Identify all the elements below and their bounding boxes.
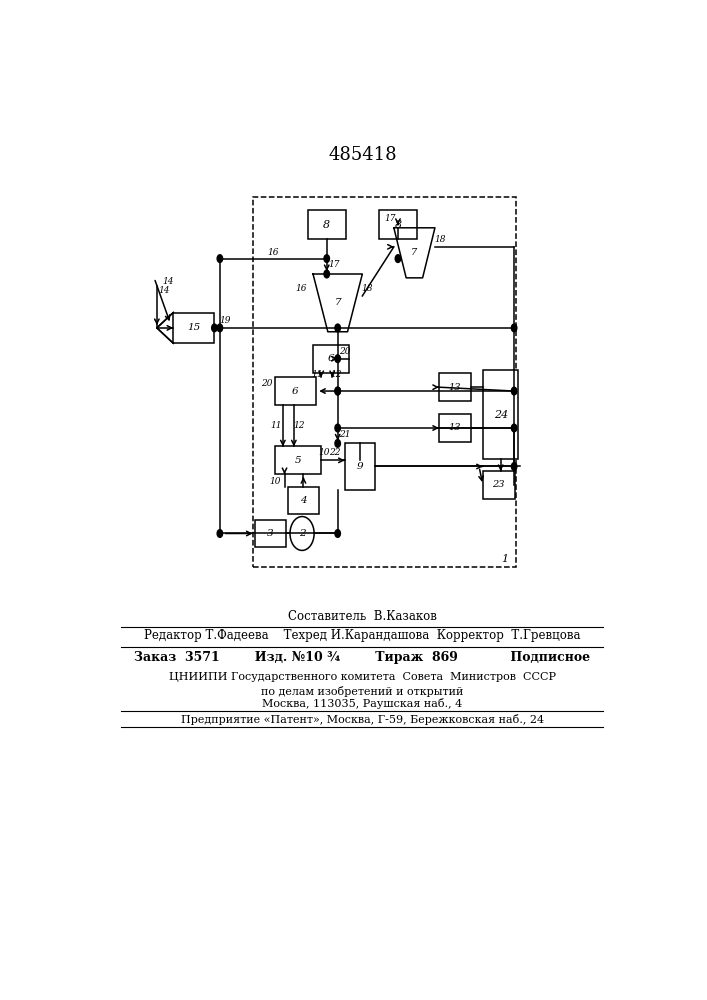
Text: 16: 16 — [296, 284, 307, 293]
Text: 21: 21 — [339, 430, 351, 439]
Circle shape — [335, 530, 341, 537]
Text: 12: 12 — [331, 370, 342, 379]
Bar — [255, 520, 286, 547]
Bar — [275, 446, 321, 474]
Circle shape — [211, 324, 217, 332]
Text: 17: 17 — [329, 260, 340, 269]
Text: Предприятие «Патент», Москва, Г-59, Бережковская наб., 24: Предприятие «Патент», Москва, Г-59, Бере… — [181, 714, 544, 725]
Text: 13: 13 — [449, 383, 461, 392]
Circle shape — [217, 324, 223, 332]
Text: 9: 9 — [356, 462, 363, 471]
Bar — [483, 370, 518, 459]
Text: 2: 2 — [299, 529, 305, 538]
Text: 13: 13 — [449, 424, 461, 432]
Text: 4: 4 — [300, 496, 307, 505]
Text: 18: 18 — [361, 284, 373, 293]
Circle shape — [324, 270, 329, 278]
Text: Москва, 113035, Раушская наб., 4: Москва, 113035, Раушская наб., 4 — [262, 698, 462, 709]
Circle shape — [217, 530, 223, 537]
Text: Редактор Т.Фадеева    Техред И.Карандашова  Корректор  Т.Гревцова: Редактор Т.Фадеева Техред И.Карандашова … — [144, 629, 580, 642]
Text: 3: 3 — [267, 529, 274, 538]
Bar — [379, 210, 417, 239]
Text: 8: 8 — [395, 220, 402, 230]
Text: 20: 20 — [339, 347, 351, 356]
Text: 10: 10 — [269, 477, 281, 486]
Text: 15: 15 — [187, 323, 201, 332]
Text: 16: 16 — [267, 248, 279, 257]
Text: 7: 7 — [411, 248, 418, 257]
Text: Составитель  В.Казаков: Составитель В.Казаков — [288, 610, 437, 623]
Bar — [173, 312, 214, 343]
Circle shape — [335, 324, 341, 332]
Bar — [345, 443, 375, 490]
Bar — [313, 345, 349, 373]
Bar — [439, 373, 471, 401]
Text: 23: 23 — [493, 480, 505, 489]
Circle shape — [511, 463, 517, 470]
Bar — [483, 471, 515, 499]
Text: 6: 6 — [327, 354, 334, 363]
Bar — [275, 377, 316, 405]
Bar — [253, 197, 516, 567]
Text: 14: 14 — [162, 277, 174, 286]
Text: 19: 19 — [220, 316, 231, 325]
Text: 6: 6 — [292, 387, 298, 396]
Text: Заказ  3571        Изд. №10 ¾        Тираж  869            Подписное: Заказ 3571 Изд. №10 ¾ Тираж 869 Подписно… — [134, 651, 590, 664]
Text: 8: 8 — [323, 220, 330, 230]
Text: 24: 24 — [493, 410, 508, 420]
Text: 17: 17 — [385, 214, 396, 223]
Circle shape — [335, 424, 341, 432]
Text: 485418: 485418 — [328, 146, 397, 164]
Text: 7: 7 — [334, 298, 341, 307]
Circle shape — [335, 355, 341, 363]
Circle shape — [324, 255, 329, 262]
Bar — [439, 414, 471, 442]
Text: 5: 5 — [295, 456, 301, 465]
Text: 22: 22 — [329, 448, 341, 457]
Text: 14: 14 — [159, 286, 170, 295]
Text: 11: 11 — [311, 370, 322, 379]
Circle shape — [395, 255, 401, 262]
Circle shape — [335, 387, 341, 395]
Text: 10: 10 — [318, 448, 329, 457]
Text: 18: 18 — [435, 235, 446, 244]
Circle shape — [217, 255, 223, 262]
Circle shape — [335, 387, 341, 395]
Text: ЦНИИПИ Государственного комитета  Совета  Министров  СССР: ЦНИИПИ Государственного комитета Совета … — [169, 672, 556, 682]
Bar — [288, 487, 319, 514]
Text: 20: 20 — [261, 379, 272, 388]
Circle shape — [511, 324, 517, 332]
Text: 12: 12 — [293, 421, 305, 430]
Text: 11: 11 — [271, 421, 282, 430]
Circle shape — [511, 424, 517, 432]
Text: по делам изобретений и открытий: по делам изобретений и открытий — [261, 686, 464, 697]
Circle shape — [511, 387, 517, 395]
Bar — [308, 210, 346, 239]
Text: 1: 1 — [501, 554, 508, 564]
Circle shape — [335, 440, 341, 447]
